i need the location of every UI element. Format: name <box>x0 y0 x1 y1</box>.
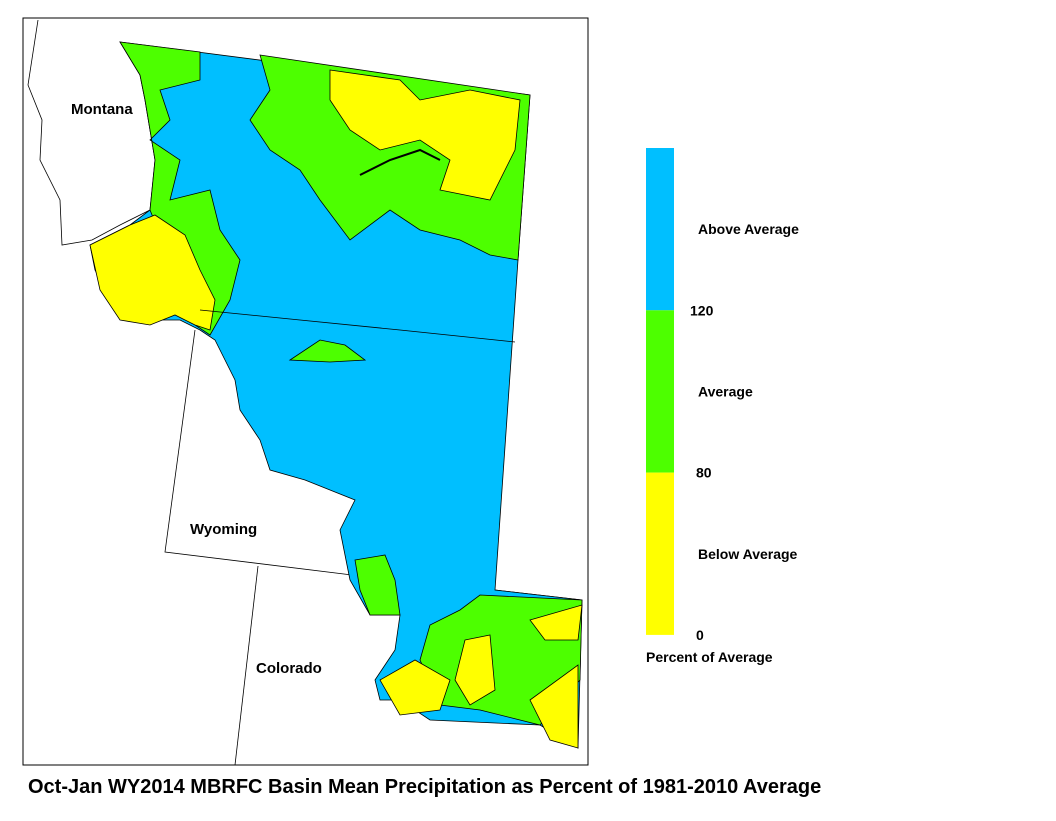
legend-swatch <box>646 148 674 311</box>
map <box>27 19 583 766</box>
legend: Above Average Average Below Average 120 80 0 <box>646 148 799 643</box>
legend-swatch <box>646 310 674 473</box>
legend-break: 80 <box>696 465 712 481</box>
legend-break: 120 <box>690 302 714 318</box>
legend-title: Percent of Average <box>646 649 773 665</box>
legend-label: Average <box>698 383 753 399</box>
state-label: Colorado <box>256 660 322 677</box>
state-line <box>199 309 516 343</box>
map-title: Oct-Jan WY2014 MBRFC Basin Mean Precipit… <box>28 776 821 798</box>
colorado-outline <box>234 565 259 766</box>
state-label: Wyoming <box>190 521 257 538</box>
legend-label: Below Average <box>698 546 798 562</box>
basin-region <box>379 659 451 716</box>
basin-region <box>529 604 583 641</box>
legend-swatch <box>646 472 674 635</box>
basin-region <box>329 69 521 201</box>
river <box>359 148 441 176</box>
basin-region <box>119 41 241 336</box>
basin-region <box>529 664 579 749</box>
basin-region <box>288 339 367 363</box>
basin-region <box>454 634 496 706</box>
basin-region <box>354 554 401 616</box>
legend-label: Above Average <box>698 221 799 237</box>
legend-break: 0 <box>696 627 704 643</box>
montana-outline <box>27 19 151 246</box>
basin-region <box>89 214 216 331</box>
state-label: Montana <box>71 101 133 118</box>
